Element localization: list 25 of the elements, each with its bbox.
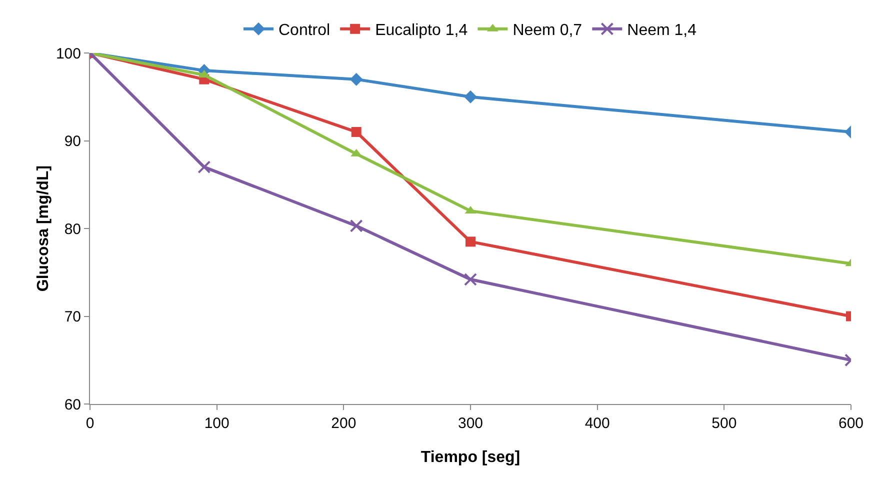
legend-label: Control xyxy=(278,22,330,40)
point xyxy=(464,272,477,286)
x-tick-label: 500 xyxy=(712,415,737,432)
legend-label: Eucalipto 1,4 xyxy=(375,22,468,40)
point xyxy=(351,126,362,137)
x-axis-title: Tiempo [seg] xyxy=(420,449,520,466)
legend-label: Neem 0,7 xyxy=(512,22,582,40)
x-tick-label: 300 xyxy=(458,415,484,432)
y-tick-label: 80 xyxy=(64,220,81,238)
y-tick-label: 70 xyxy=(64,308,81,326)
point xyxy=(350,219,363,232)
x-tick-label: 600 xyxy=(838,415,864,432)
x-tick-label: 100 xyxy=(204,415,230,432)
point xyxy=(350,72,363,86)
legend-label: Neem 1,4 xyxy=(627,22,697,40)
x-tick-label: 400 xyxy=(584,415,610,432)
y-tick-label: 100 xyxy=(56,45,81,62)
point xyxy=(464,90,477,104)
x-tick-label: 0 xyxy=(86,415,94,432)
point xyxy=(466,236,476,247)
y-axis-title: Glucosa [mg/dL] xyxy=(35,165,52,292)
x-tick-label: 200 xyxy=(331,415,356,432)
y-tick-label: 60 xyxy=(64,396,81,414)
y-tick-label: 90 xyxy=(64,133,81,150)
point xyxy=(198,160,211,174)
